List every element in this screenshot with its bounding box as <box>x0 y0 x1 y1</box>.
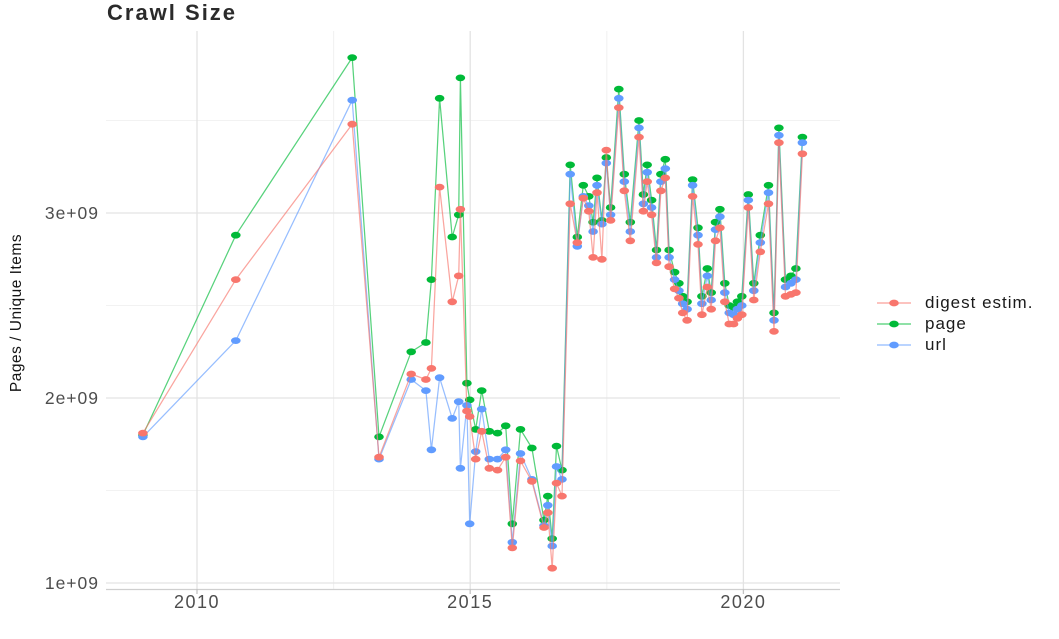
y-tick-labels: 1e+09 2e+09 3e+09 <box>45 203 99 593</box>
x-tick-label: 2015 <box>447 592 493 612</box>
y-tick-label: 2e+09 <box>45 388 99 408</box>
legend-key-page <box>877 320 911 327</box>
series-digest-line <box>142 106 804 569</box>
gridlines-minor <box>106 31 840 589</box>
gridlines-major <box>106 31 840 589</box>
series-digest-points <box>138 104 808 572</box>
chart-title: Crawl Size <box>107 0 238 25</box>
series-url-line <box>142 97 804 547</box>
legend: digest estim. page url <box>876 292 1033 355</box>
x-tick-label: 2010 <box>174 592 220 612</box>
legend-item-digest: digest estim. <box>876 292 1033 313</box>
legend-key-digest <box>877 299 911 306</box>
x-tick-labels: 2010 2015 2020 <box>174 592 766 612</box>
x-axis <box>106 588 840 594</box>
legend-item-page: page <box>876 313 1033 334</box>
legend-label-url: url <box>925 334 947 354</box>
series-page-points <box>138 54 808 542</box>
legend-label-digest: digest estim. <box>925 292 1034 312</box>
legend-key-url <box>877 341 911 348</box>
y-tick-label: 1e+09 <box>45 573 99 593</box>
legend-item-url: url <box>876 334 1033 355</box>
y-tick-label: 3e+09 <box>45 203 99 223</box>
x-tick-label: 2020 <box>720 592 766 612</box>
legend-label-page: page <box>925 313 967 333</box>
